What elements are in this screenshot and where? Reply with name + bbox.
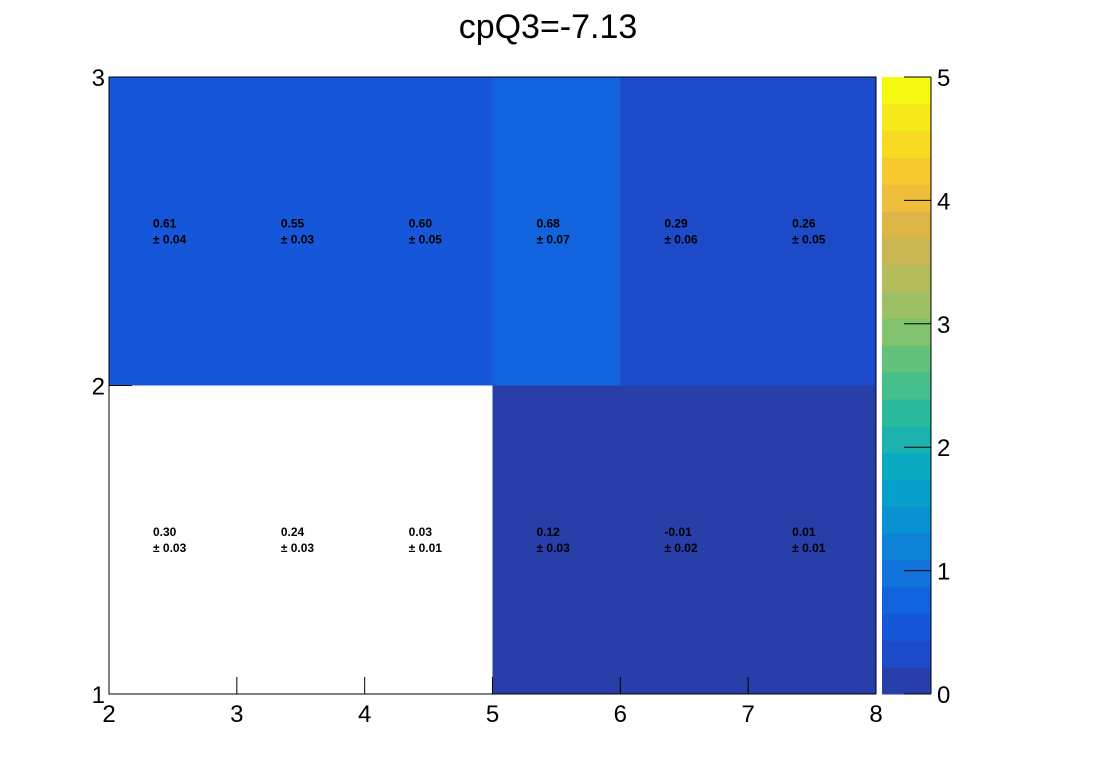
color-scale-band — [882, 77, 931, 105]
color-scale-band — [882, 479, 931, 507]
y-tick-label: 3 — [92, 65, 105, 92]
heatmap-cell — [492, 77, 621, 386]
z-tick-label: 3 — [937, 312, 950, 339]
color-scale-band — [882, 130, 931, 158]
color-scale-band — [882, 667, 931, 695]
color-scale-band — [882, 613, 931, 641]
cell-value-label: 0.29 — [664, 216, 688, 230]
heatmap-cell — [364, 385, 493, 695]
color-scale-band — [882, 103, 931, 132]
z-tick-label: 2 — [937, 435, 950, 462]
cell-error-label: ± 0.03 — [537, 541, 571, 555]
x-tick-label: 7 — [741, 701, 754, 728]
cell-error-label: ± 0.07 — [537, 232, 571, 246]
cell-labels: 0.61 ± 0.04 0.55 ± 0.03 0.60 ± 0.05 0.68 ± 0.07… — [153, 216, 826, 555]
cell-value-label: 0.03 — [409, 525, 433, 539]
color-scale-band — [882, 640, 931, 668]
color-scale-band — [882, 291, 931, 319]
color-scale-band — [882, 264, 931, 293]
z-tick-label: 5 — [937, 65, 950, 92]
cell-error-label: ± 0.05 — [409, 232, 443, 246]
cell-value-label: 0.61 — [153, 216, 177, 230]
y-tick-label: 2 — [92, 374, 105, 401]
x-tick-label: 2 — [102, 701, 115, 728]
color-scale-band — [882, 345, 931, 373]
color-scale-band — [882, 559, 931, 588]
heatmap-cell — [236, 385, 366, 695]
heatmap-cell — [748, 385, 877, 695]
heatmap-cell — [236, 77, 366, 386]
x-tick-label: 4 — [358, 701, 371, 728]
heatmap-cell — [109, 385, 238, 695]
color-scale-band — [882, 184, 931, 212]
x-tick-label: 3 — [230, 701, 243, 728]
cell-error-label: ± 0.03 — [281, 232, 315, 246]
cell-error-label: ± 0.05 — [792, 232, 826, 246]
x-tick-label: 8 — [869, 701, 882, 728]
cell-value-label: 0.12 — [537, 525, 561, 539]
color-scale-band — [882, 425, 931, 454]
heatmap-cell — [492, 385, 621, 695]
heatmap-cells — [109, 77, 877, 695]
color-scale-band — [882, 211, 931, 239]
heatmap-cell — [748, 77, 877, 386]
z-tick-label: 4 — [937, 188, 950, 215]
cell-value-label: 0.60 — [409, 216, 433, 230]
heatmap-cell — [364, 77, 493, 386]
color-scale-band — [882, 237, 931, 266]
cell-error-label: ± 0.01 — [409, 541, 443, 555]
color-scale-band — [882, 586, 931, 615]
cell-value-label: 0.55 — [281, 216, 305, 230]
color-scale-band — [882, 318, 931, 346]
x-tick-label: 6 — [614, 701, 627, 728]
cell-error-label: ± 0.03 — [153, 541, 187, 555]
color-scale: 0 1 2 3 4 5 — [882, 65, 950, 709]
cell-value-label: 0.68 — [537, 216, 561, 230]
cell-error-label: ± 0.01 — [792, 541, 826, 555]
heatmap-cell — [620, 77, 749, 386]
heatmap-cell — [109, 77, 238, 386]
y-tick-label: 1 — [92, 682, 105, 709]
cell-value-label: 0.26 — [792, 216, 816, 230]
heatmap-cell — [620, 385, 749, 695]
cell-value-label: 0.01 — [792, 525, 816, 539]
chart-title: cpQ3=-7.13 — [459, 8, 638, 46]
color-scale-band — [882, 452, 931, 480]
cell-error-label: ± 0.04 — [153, 232, 187, 246]
color-scale-band — [882, 372, 931, 400]
cell-error-label: ± 0.06 — [664, 232, 698, 246]
color-scale-band — [882, 157, 931, 185]
color-scale-band — [882, 506, 931, 534]
cell-value-label: 0.24 — [281, 525, 305, 539]
color-scale-band — [882, 533, 931, 561]
z-tick-label: 0 — [937, 682, 950, 709]
z-tick-label: 1 — [937, 559, 950, 586]
cell-value-label: -0.01 — [664, 525, 692, 539]
cell-error-label: ± 0.03 — [281, 541, 315, 555]
cell-error-label: ± 0.02 — [664, 541, 698, 555]
color-scale-band — [882, 398, 931, 427]
cell-value-label: 0.30 — [153, 525, 177, 539]
x-tick-label: 5 — [486, 701, 499, 728]
